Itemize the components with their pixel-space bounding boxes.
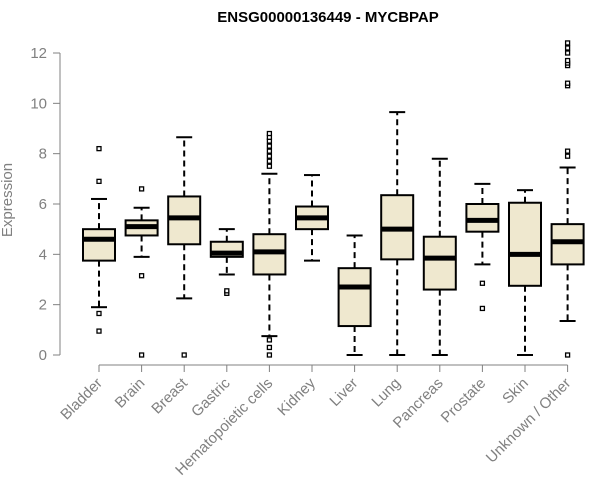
outlier-point <box>266 163 273 169</box>
x-tick-label: Bladder <box>57 375 106 424</box>
x-tick-label: Brain <box>112 375 149 412</box>
outlier-point <box>96 328 102 334</box>
iqr-box <box>550 223 585 266</box>
box-group <box>124 186 159 358</box>
outlier-point <box>224 288 230 294</box>
outlier-point <box>564 50 571 56</box>
outlier-point <box>564 40 571 46</box>
outlier-point <box>266 130 273 137</box>
boxes <box>82 40 585 358</box>
y-axis-label: Expression <box>0 163 16 237</box>
outlier-point <box>266 344 273 351</box>
box-group <box>337 234 372 356</box>
outlier-point <box>564 148 571 154</box>
iqr-box <box>82 228 116 262</box>
box-group <box>252 130 287 358</box>
box-group <box>380 111 415 356</box>
y-tick-label: 10 <box>30 95 47 112</box>
outlier-point <box>138 186 145 192</box>
box-group <box>82 145 116 334</box>
box-group <box>209 228 244 296</box>
box-group <box>465 182 500 312</box>
outlier-point <box>181 352 187 358</box>
outlier-point <box>564 57 571 64</box>
y-tick-label: 2 <box>39 297 47 314</box>
y-axis: 0 2 4 6 8 10 12 <box>30 45 61 364</box>
iqr-box <box>465 203 500 233</box>
outlier-point <box>479 305 486 312</box>
outlier-point <box>266 143 273 149</box>
iqr-box <box>337 267 372 328</box>
x-tick-label: Breast <box>148 374 191 417</box>
y-tick-label: 4 <box>39 246 47 263</box>
outlier-point <box>96 178 102 185</box>
iqr-box <box>167 195 202 246</box>
outlier-point <box>266 148 273 154</box>
x-tick-label: Skin <box>499 375 532 408</box>
iqr-box <box>252 233 287 276</box>
outlier-point <box>138 273 145 279</box>
y-tick-label: 8 <box>39 146 47 163</box>
outlier-point <box>564 80 571 86</box>
outlier-point <box>266 153 273 159</box>
x-tick-label: Lung <box>368 375 404 411</box>
box-group <box>508 189 542 356</box>
box-group <box>550 40 585 358</box>
outlier-point <box>564 45 571 51</box>
outlier-point <box>564 352 571 358</box>
x-tick-label: Liver <box>326 375 361 410</box>
box-group <box>167 136 202 358</box>
outlier-point <box>266 352 273 358</box>
y-tick-label: 0 <box>39 347 47 364</box>
x-tick-label: Kidney <box>274 374 319 419</box>
x-tick-label: Prostate <box>438 375 490 427</box>
iqr-box <box>422 235 457 291</box>
box-group <box>295 174 329 262</box>
box-group <box>422 157 457 356</box>
y-tick-label: 12 <box>30 45 47 62</box>
outlier-point <box>138 352 145 358</box>
outlier-point <box>266 158 273 164</box>
outlier-point <box>479 280 486 286</box>
outlier-point <box>266 337 273 343</box>
outlier-point <box>564 153 571 159</box>
y-tick-label: 6 <box>39 196 47 213</box>
chart-title: ENSG00000136449 - MYCBPAP <box>217 9 439 26</box>
outlier-point <box>96 310 102 317</box>
outlier-point <box>96 145 102 152</box>
iqr-box <box>508 201 542 287</box>
